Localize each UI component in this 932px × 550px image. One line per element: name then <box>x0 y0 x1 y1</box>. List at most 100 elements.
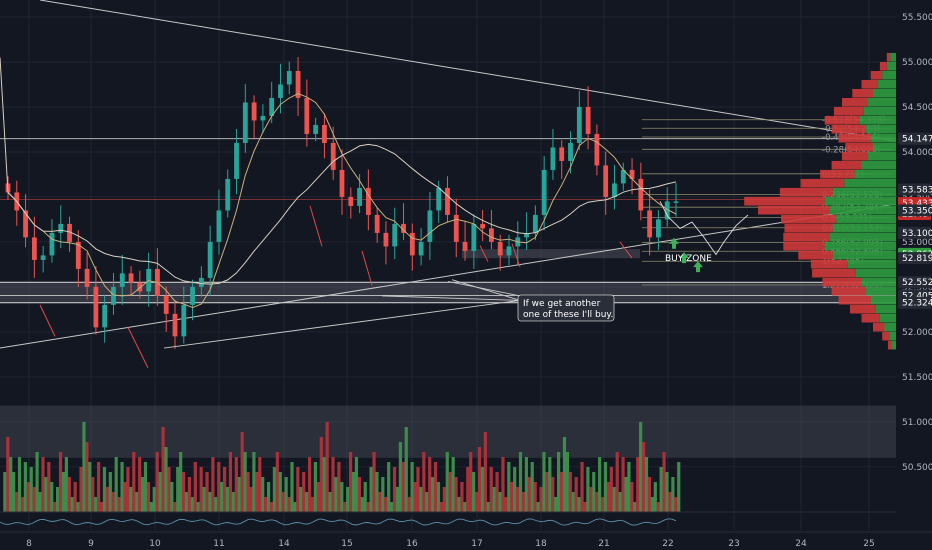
candle-body <box>620 169 626 184</box>
volume-bar <box>618 492 622 512</box>
time-tick-label: 10 <box>149 539 161 549</box>
volume-bar <box>343 502 347 512</box>
candle-body <box>462 241 468 251</box>
volume-bar <box>155 452 159 512</box>
candle-body <box>603 165 609 197</box>
volume-bar <box>305 492 309 512</box>
price-label-text: 53.100 <box>902 229 932 239</box>
volume-bar <box>337 462 341 512</box>
candle-body <box>568 142 573 161</box>
candle-body <box>471 223 477 251</box>
volume-bar <box>41 457 45 512</box>
volume-bar <box>518 452 523 512</box>
candle-body <box>216 210 222 242</box>
volume-bar <box>554 497 558 512</box>
volume-bar <box>346 487 350 512</box>
volume-bar <box>120 462 124 512</box>
volume-bar <box>316 482 320 512</box>
candle-body <box>656 219 661 238</box>
profile-bar-down <box>744 196 825 206</box>
volume-bar <box>70 497 74 512</box>
volume-bar <box>586 467 590 512</box>
descending-trendline <box>39 0 897 142</box>
volume-bar <box>577 497 581 512</box>
volume-bar <box>246 472 250 512</box>
price-label-text: 52.819 <box>902 254 932 264</box>
profile-bar-up <box>832 187 896 197</box>
volume-bar <box>310 497 315 512</box>
volume-bar <box>138 457 142 512</box>
volume-bar <box>668 492 672 512</box>
candle-body <box>172 313 178 337</box>
profile-bar-up <box>836 214 896 224</box>
volume-bar <box>255 472 259 512</box>
profile-bar-down <box>838 295 871 305</box>
profile-bar-down <box>824 115 860 125</box>
price-tick-label: 54.000 <box>902 148 932 158</box>
profile-bar-down <box>798 250 833 260</box>
volume-bar <box>243 452 247 512</box>
price-label-badge <box>898 252 931 265</box>
volume-bar <box>568 472 572 512</box>
volume-bar <box>88 462 92 512</box>
profile-bar-down <box>886 52 891 62</box>
profile-bar-up <box>891 340 896 350</box>
volume-bar <box>463 502 467 512</box>
volume-bar <box>557 452 561 512</box>
volume-bar <box>23 462 27 512</box>
candle-body <box>629 169 635 179</box>
candle-body <box>638 178 644 211</box>
volume-bar <box>82 422 86 512</box>
volume-bar <box>498 492 502 512</box>
volume-bar <box>351 472 356 512</box>
candle-body <box>541 169 547 215</box>
volume-bar <box>360 497 364 512</box>
volume-bar <box>398 442 402 512</box>
volume-bar <box>105 487 110 512</box>
volume-bar <box>14 492 19 512</box>
volume-bar <box>603 462 608 512</box>
oscillator-line <box>0 518 677 526</box>
profile-bar-down <box>812 268 856 278</box>
volume-bar <box>237 477 241 512</box>
volume-bar <box>457 497 461 512</box>
volume-bar <box>592 472 596 512</box>
profile-bar-down <box>784 223 833 233</box>
volume-bar <box>340 482 344 512</box>
volume-bar <box>630 482 634 512</box>
volume-bar <box>366 502 370 512</box>
profile-bar-up <box>867 97 896 107</box>
volume-bar <box>281 492 285 512</box>
volume-bar <box>431 477 435 512</box>
profile-bar-down <box>873 322 885 332</box>
volume-bar <box>223 467 227 512</box>
volume-bar <box>419 487 423 512</box>
price-label-text: 53.350 <box>902 206 932 216</box>
volume-bar <box>451 457 455 512</box>
candle-body <box>286 70 292 85</box>
volume-bar <box>448 472 452 512</box>
volume-bar <box>530 462 534 512</box>
candle-body <box>67 223 72 242</box>
volume-bar <box>164 447 168 512</box>
volume-bar <box>258 457 262 512</box>
volume-bar <box>117 497 121 512</box>
price-tick-label: 54.500 <box>902 103 932 113</box>
candle-body <box>427 210 433 242</box>
red-arrow <box>619 241 633 259</box>
volume-bar <box>9 457 13 512</box>
profile-bar-up <box>873 142 896 152</box>
volume-bar <box>196 502 200 512</box>
candle-body <box>480 223 486 229</box>
volume-bar <box>167 467 171 512</box>
volume-bar <box>656 502 660 512</box>
volume-bar <box>524 457 528 512</box>
price-tick-label: 51.000 <box>902 418 932 428</box>
candle-body <box>365 187 371 215</box>
volume-bar <box>12 472 16 512</box>
volume-bar <box>384 497 388 512</box>
volume-bar <box>404 427 408 512</box>
volume-bar <box>410 462 414 512</box>
